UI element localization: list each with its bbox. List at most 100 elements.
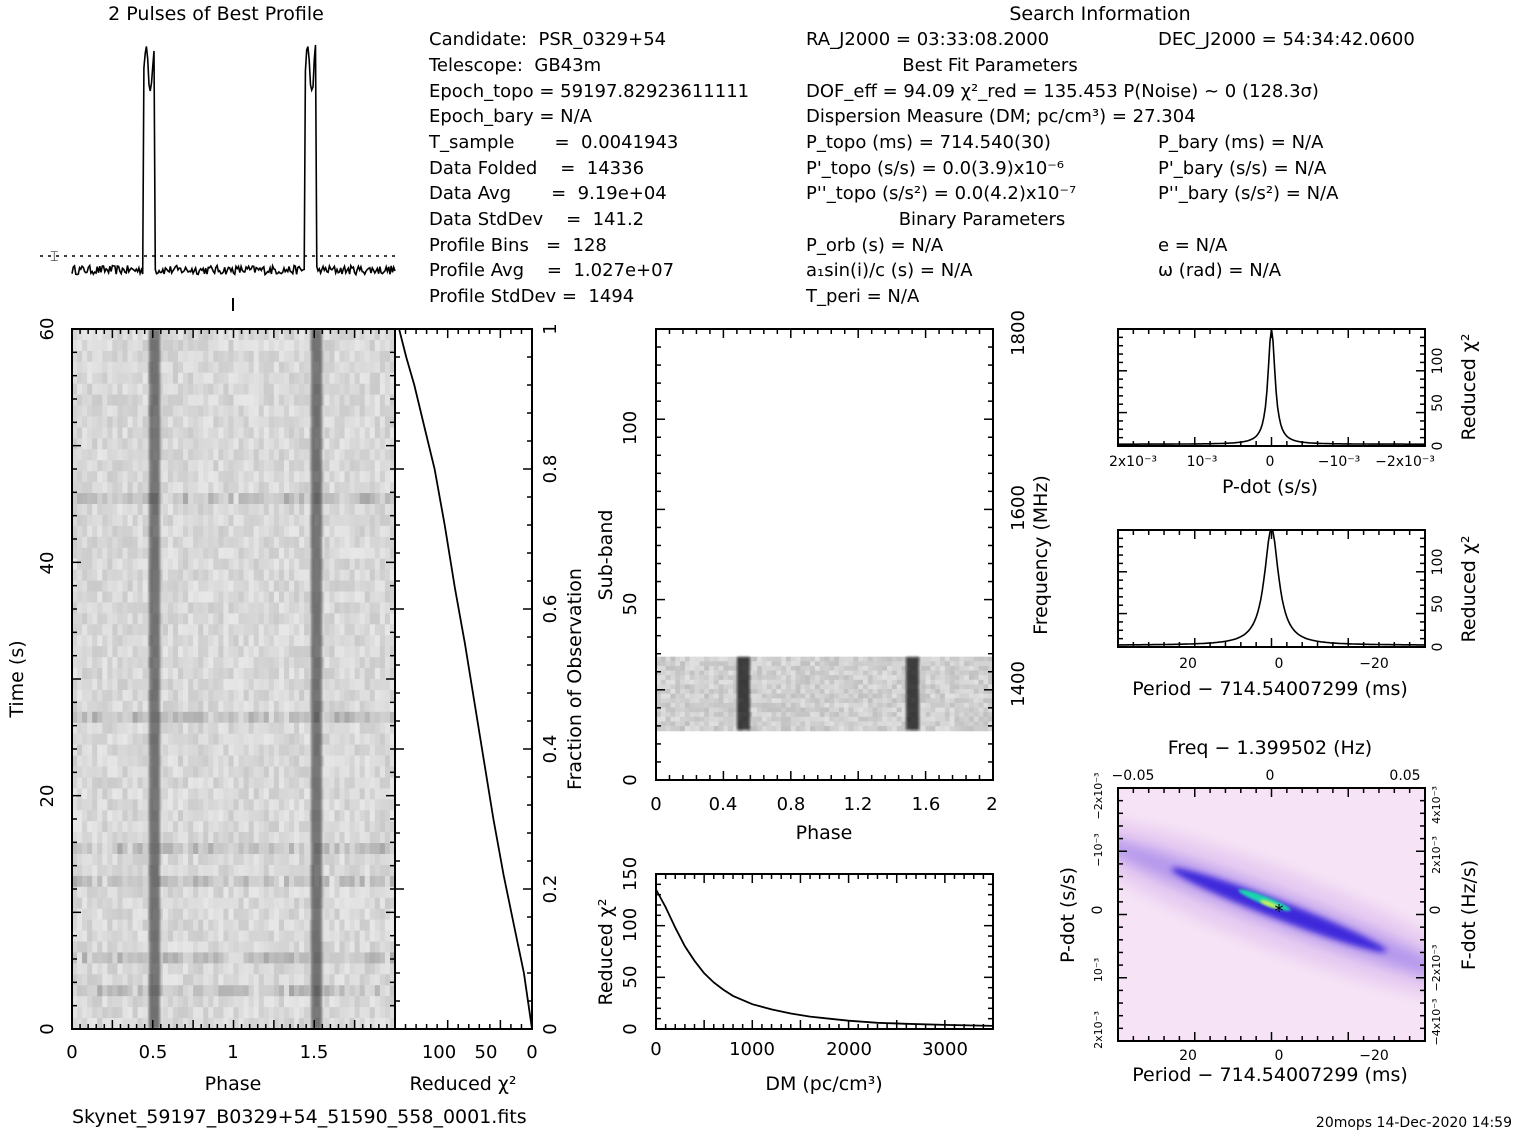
- tp-cell: [364, 416, 371, 429]
- tp-cell: [213, 897, 219, 910]
- tp-cell: [112, 339, 119, 352]
- tp-cell: [339, 350, 346, 363]
- tp-cell: [329, 963, 336, 975]
- tp-cell: [137, 722, 144, 735]
- tp-cell: [223, 974, 230, 986]
- tp-cell: [349, 602, 356, 614]
- tp-cell: [213, 416, 219, 429]
- tp-cell: [304, 974, 310, 986]
- sb-cell: [670, 684, 676, 690]
- sb-cell: [867, 693, 874, 699]
- tp-cell: [162, 438, 169, 450]
- sb-cell: [752, 675, 758, 681]
- tp-cell: [223, 864, 230, 877]
- tp-cell: [193, 963, 199, 975]
- sb-cell: [761, 656, 768, 662]
- tp-cell: [334, 438, 341, 450]
- tp-cell: [183, 602, 189, 614]
- tp-cell: [268, 810, 275, 822]
- tp-cell: [349, 810, 356, 822]
- tp-cell: [359, 569, 366, 582]
- tp-cell: [238, 438, 245, 450]
- tp-cell: [364, 711, 371, 724]
- tp-cell: [304, 394, 310, 407]
- tp-cell: [289, 875, 295, 888]
- tp-cell: [384, 733, 391, 746]
- sb-cell: [935, 670, 941, 676]
- tp-cell: [258, 963, 265, 975]
- tp-cell: [183, 536, 189, 549]
- tp-cell: [183, 350, 189, 363]
- tp-cell: [238, 427, 245, 439]
- tp-cell: [319, 339, 325, 352]
- sb-cell: [723, 665, 729, 672]
- tp-cell: [334, 372, 341, 385]
- tp-cell: [82, 580, 88, 593]
- ct-xtick: 100: [422, 1042, 456, 1063]
- tp-cell: [253, 525, 260, 538]
- sb-cell: [819, 684, 826, 690]
- tp-cell: [359, 493, 366, 505]
- sb-cell: [713, 689, 720, 695]
- tp-cell: [172, 1018, 179, 1029]
- sb-cell: [891, 656, 898, 662]
- tp-cell: [137, 427, 144, 439]
- tp-cell: [127, 350, 134, 363]
- tp-cell: [243, 843, 250, 855]
- tp-cell: [213, 329, 219, 341]
- sb-cell: [896, 689, 903, 695]
- tp-cell: [132, 482, 139, 494]
- tp-cell: [177, 624, 184, 636]
- tp-cell: [72, 558, 78, 571]
- tp-cell: [72, 350, 78, 363]
- tp-cell: [334, 854, 341, 866]
- tp-cell: [193, 711, 199, 724]
- tp-cell: [132, 646, 139, 658]
- tp-cell: [92, 471, 98, 483]
- tp-cell: [299, 733, 305, 746]
- tp-cell: [379, 482, 386, 494]
- sb-cell: [872, 684, 879, 690]
- tp-cell: [157, 1007, 164, 1019]
- tp-cell: [127, 646, 134, 658]
- tp-cell: [208, 996, 214, 1008]
- tp-cell: [177, 733, 184, 746]
- tp-cell: [389, 668, 395, 680]
- tp-cell: [304, 864, 310, 877]
- tp-cell: [299, 930, 305, 943]
- sb-cell: [805, 689, 811, 695]
- tp-cell: [324, 471, 330, 483]
- tp-cell: [137, 897, 144, 910]
- tp-cell: [319, 493, 325, 505]
- tp-cell: [107, 427, 113, 439]
- tp-cell: [304, 799, 310, 811]
- sb-cell: [877, 675, 883, 681]
- ct-xlabel: Reduced χ²: [410, 1073, 517, 1095]
- tp-cell: [157, 668, 164, 680]
- tp-cell: [253, 449, 260, 461]
- tp-cell: [117, 405, 124, 418]
- tp-cell: [127, 624, 134, 636]
- tp-cell: [132, 886, 139, 899]
- tp-cell: [324, 821, 330, 833]
- tp-cell: [87, 383, 93, 396]
- tp-cell: [304, 777, 310, 789]
- tp-cell: [268, 536, 275, 549]
- tp-cell: [223, 668, 230, 680]
- tp-cell: [117, 613, 124, 625]
- tp-cell: [374, 514, 381, 527]
- best-fit-title: Best Fit Parameters: [902, 55, 1077, 76]
- tp-cell: [384, 558, 391, 571]
- tp-cell: [374, 952, 381, 964]
- tp-cell: [223, 624, 230, 636]
- tp-cell: [92, 963, 98, 975]
- tp-cell: [87, 504, 93, 516]
- tp-cell: [324, 580, 330, 593]
- sb-cell: [704, 689, 710, 695]
- tp-cell: [132, 821, 139, 833]
- tp-cell: [218, 744, 225, 757]
- sb-cell: [940, 670, 946, 676]
- tp-cell: [213, 504, 219, 516]
- tp-cell: [203, 897, 209, 910]
- tp-cell: [107, 733, 113, 746]
